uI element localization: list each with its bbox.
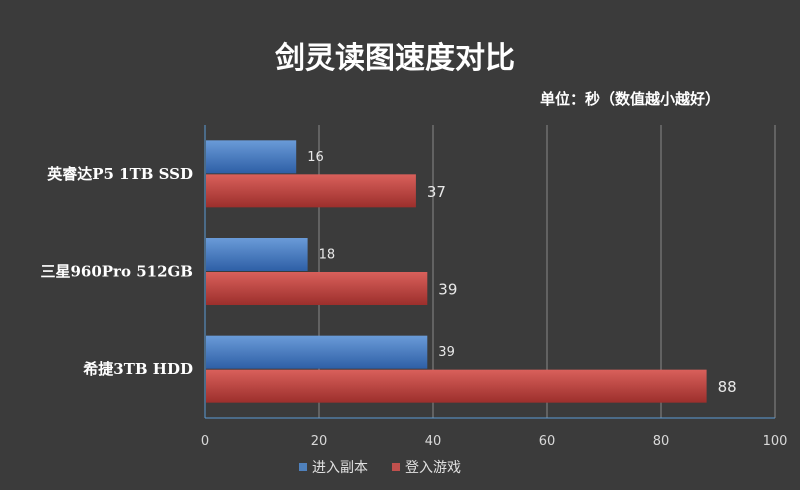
bar-series-1 bbox=[206, 335, 428, 369]
chart-title: 剑灵读图速度对比 bbox=[275, 41, 515, 76]
gridlines bbox=[204, 125, 776, 419]
bar-series-2 bbox=[206, 272, 428, 305]
legend-swatch bbox=[299, 463, 307, 471]
data-label: 18 bbox=[319, 248, 336, 263]
bar-series-1 bbox=[206, 238, 308, 271]
data-labels: 16 37 18 39 39 88 bbox=[307, 150, 736, 396]
category-label: 英睿达P5 1TB SSD bbox=[47, 165, 193, 183]
bar-series-1 bbox=[206, 140, 297, 174]
legend: 进入副本 登入游戏 bbox=[299, 460, 461, 476]
x-tick-label: 20 bbox=[311, 434, 328, 449]
legend-swatch bbox=[392, 463, 400, 471]
x-tick-label: 40 bbox=[425, 434, 442, 449]
data-label: 16 bbox=[307, 150, 324, 165]
category-label: 三星960Pro 512GB bbox=[40, 263, 193, 281]
legend-label: 进入副本 bbox=[312, 460, 368, 476]
bars bbox=[206, 140, 707, 403]
chart-subtitle: 单位：秒（数值越小越好） bbox=[540, 90, 720, 108]
x-tick-label: 60 bbox=[539, 434, 556, 449]
data-label: 37 bbox=[427, 183, 446, 201]
x-tick-label: 100 bbox=[763, 434, 788, 449]
data-label: 39 bbox=[438, 345, 455, 360]
bar-series-2 bbox=[206, 369, 707, 403]
legend-label: 登入游戏 bbox=[405, 460, 461, 476]
x-tick-label: 0 bbox=[201, 434, 209, 449]
x-tick-label: 80 bbox=[653, 434, 670, 449]
x-tick-labels: 0 20 40 60 80 100 bbox=[201, 434, 788, 449]
category-labels: 英睿达P5 1TB SSD 三星960Pro 512GB 希捷3TB HDD bbox=[40, 165, 193, 378]
data-label: 88 bbox=[718, 378, 737, 396]
bar-series-2 bbox=[206, 174, 416, 208]
category-label: 希捷3TB HDD bbox=[83, 360, 193, 378]
data-label: 39 bbox=[438, 281, 457, 299]
